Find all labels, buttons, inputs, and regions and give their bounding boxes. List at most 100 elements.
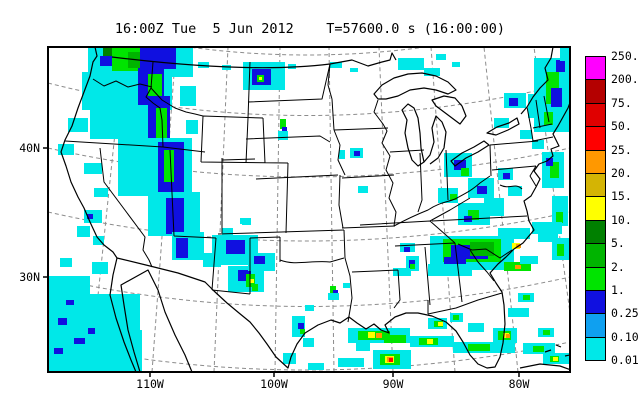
colorbar-value: 50. <box>611 119 632 134</box>
axis-ticks <box>43 147 520 377</box>
precip-cell <box>259 77 262 80</box>
precip-cell <box>338 358 364 367</box>
precip-cell <box>551 88 562 107</box>
colorbar-value: 250. <box>611 49 639 63</box>
colorbar-value: 10. <box>611 212 632 227</box>
precip-cell <box>560 48 569 61</box>
precip-cell <box>226 240 245 254</box>
precip-cell <box>280 119 286 129</box>
longitude-gridline <box>378 48 394 371</box>
colorbar-box-lb <box>585 313 606 338</box>
precip-cell <box>84 163 102 174</box>
precip-cell <box>250 279 254 283</box>
precip-cell <box>428 264 472 276</box>
precip-cell <box>60 258 72 267</box>
precip-cell <box>543 330 550 335</box>
precip-cell <box>532 222 562 234</box>
precip-cell <box>343 283 350 288</box>
precip-cell <box>553 357 558 361</box>
precip-cell <box>424 68 440 76</box>
precip-cell <box>198 62 209 68</box>
precip-cell <box>503 173 510 179</box>
colorbar-value: 0.10 <box>611 329 639 344</box>
colorbar-box-c <box>585 336 606 362</box>
us-outer-coast <box>60 48 569 369</box>
colorbar-value: 25. <box>611 142 632 157</box>
precip-cell <box>356 343 370 351</box>
precip-cell <box>92 262 108 274</box>
precip-cell <box>450 194 457 200</box>
canada-border <box>111 52 397 69</box>
precip-cell <box>444 257 466 265</box>
precip-cell <box>88 328 95 334</box>
precip-cell <box>166 198 184 234</box>
colorbar-value: 75. <box>611 95 632 110</box>
precip-cell <box>358 186 368 193</box>
precip-cell <box>283 353 296 364</box>
precip-cell <box>100 56 112 66</box>
colorbar-box-gd <box>585 173 606 198</box>
precip-cell <box>556 212 563 223</box>
precip-cell <box>110 92 128 104</box>
precip-cell <box>328 293 339 300</box>
colorbar-box-r <box>585 126 606 151</box>
longitude-gridline <box>430 48 456 371</box>
precip-cell <box>74 338 85 344</box>
longitude-gridline <box>89 48 125 371</box>
precip-cell <box>384 335 406 343</box>
precip-cell <box>54 348 63 354</box>
precip-cell <box>156 108 167 142</box>
precip-cell <box>93 236 104 245</box>
colorbar-box-r2 <box>585 102 606 128</box>
lon-label: 110W <box>136 377 164 391</box>
precip-cell <box>557 244 564 256</box>
precip-cell <box>515 265 521 269</box>
michigan-mitten <box>423 115 447 165</box>
precip-cell <box>368 332 375 338</box>
precip-cell <box>508 308 529 317</box>
lake-erie <box>450 140 490 167</box>
precip-cell <box>556 60 565 72</box>
colorbar-value: 2. <box>611 259 625 274</box>
colorbar-box-g2 <box>585 243 606 268</box>
precip-cell <box>278 131 288 140</box>
precip-cell <box>468 344 490 351</box>
precip-cell <box>393 268 411 276</box>
longitude-gridline <box>274 48 281 371</box>
precip-cell <box>461 168 469 176</box>
precip-cell <box>186 120 198 134</box>
precip-cell <box>477 186 487 194</box>
lake-huron <box>431 95 467 125</box>
precip-cell <box>468 323 484 332</box>
precip-cell <box>532 140 544 149</box>
colorbar-value: 20. <box>611 166 632 180</box>
precip-cell <box>354 151 360 156</box>
lon-label: 100W <box>260 377 288 391</box>
precip-cell <box>330 62 342 68</box>
colorbar-value: 0.01 <box>611 353 639 368</box>
lake-michigan <box>401 103 425 167</box>
lat-label: 40N <box>19 141 40 155</box>
precip-cell <box>238 270 251 281</box>
precip-cell <box>520 130 532 139</box>
colorbar-value: 200. <box>611 72 639 87</box>
precip-cell <box>240 218 249 224</box>
precip-cell <box>533 346 544 352</box>
precip-cell <box>389 358 393 362</box>
precip-cell <box>180 86 196 106</box>
lat-label: 30N <box>19 270 40 284</box>
precip-cell <box>87 214 93 219</box>
precip-cell <box>140 48 176 69</box>
precip-cell <box>58 144 74 155</box>
longitude-gridline <box>213 48 229 371</box>
precip-cell <box>436 54 446 60</box>
precip-cell <box>484 198 504 216</box>
precip-cell <box>203 253 221 267</box>
precip-cell <box>498 228 530 239</box>
precip-cell <box>404 247 410 252</box>
coastlines-and-borders <box>60 48 569 371</box>
colorbar-box-b <box>585 290 606 315</box>
cuba-bahamas <box>519 344 569 370</box>
lake-superior <box>373 72 457 100</box>
